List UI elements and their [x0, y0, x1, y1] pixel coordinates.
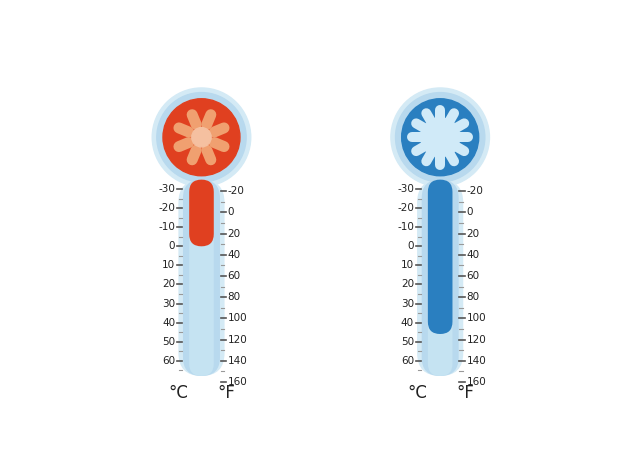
FancyBboxPatch shape	[428, 180, 453, 334]
Circle shape	[163, 99, 240, 176]
Text: 40: 40	[401, 318, 414, 328]
Text: -20: -20	[397, 203, 414, 213]
Text: 100: 100	[228, 313, 247, 323]
Text: 120: 120	[228, 335, 247, 345]
Text: °C: °C	[407, 384, 427, 402]
Text: 80: 80	[466, 292, 480, 302]
Text: 0: 0	[408, 241, 414, 251]
Text: -10: -10	[158, 222, 175, 232]
FancyBboxPatch shape	[428, 180, 453, 376]
Text: 50: 50	[162, 337, 175, 347]
Text: °C: °C	[168, 384, 188, 402]
Circle shape	[391, 88, 490, 187]
Text: 50: 50	[401, 337, 414, 347]
Text: 40: 40	[228, 250, 241, 260]
Text: -20: -20	[158, 203, 175, 213]
Text: 160: 160	[466, 377, 486, 387]
Text: 60: 60	[401, 356, 414, 366]
Text: -20: -20	[466, 186, 483, 196]
Text: -10: -10	[397, 222, 414, 232]
Text: 30: 30	[401, 298, 414, 308]
Text: 20: 20	[401, 280, 414, 290]
Text: 60: 60	[162, 356, 175, 366]
Text: 140: 140	[466, 356, 486, 366]
Text: °F: °F	[217, 384, 235, 402]
Text: 20: 20	[162, 280, 175, 290]
Circle shape	[396, 93, 485, 182]
Circle shape	[438, 134, 443, 140]
FancyBboxPatch shape	[417, 180, 463, 376]
Text: 60: 60	[228, 271, 241, 281]
Text: 10: 10	[162, 260, 175, 270]
Text: 0: 0	[466, 207, 473, 218]
Text: 40: 40	[466, 250, 480, 260]
Text: -20: -20	[228, 186, 245, 196]
Text: 100: 100	[466, 313, 486, 323]
Circle shape	[192, 127, 211, 147]
Text: 60: 60	[466, 271, 480, 281]
Circle shape	[152, 88, 251, 187]
Text: 30: 30	[162, 298, 175, 308]
Text: °F: °F	[456, 384, 474, 402]
Text: 20: 20	[228, 228, 241, 239]
FancyBboxPatch shape	[178, 180, 225, 376]
Text: 40: 40	[162, 318, 175, 328]
Text: 0: 0	[228, 207, 234, 218]
FancyBboxPatch shape	[189, 180, 214, 376]
Circle shape	[402, 99, 479, 176]
Text: 80: 80	[228, 292, 241, 302]
Text: 20: 20	[466, 228, 480, 239]
Text: -30: -30	[158, 184, 175, 194]
Circle shape	[157, 93, 246, 182]
FancyBboxPatch shape	[422, 180, 459, 376]
Text: 10: 10	[401, 260, 414, 270]
Text: 120: 120	[466, 335, 486, 345]
FancyBboxPatch shape	[189, 180, 214, 246]
Text: -30: -30	[397, 184, 414, 194]
FancyBboxPatch shape	[183, 180, 220, 376]
Text: 0: 0	[169, 241, 175, 251]
Text: 160: 160	[228, 377, 247, 387]
Text: 140: 140	[228, 356, 247, 366]
